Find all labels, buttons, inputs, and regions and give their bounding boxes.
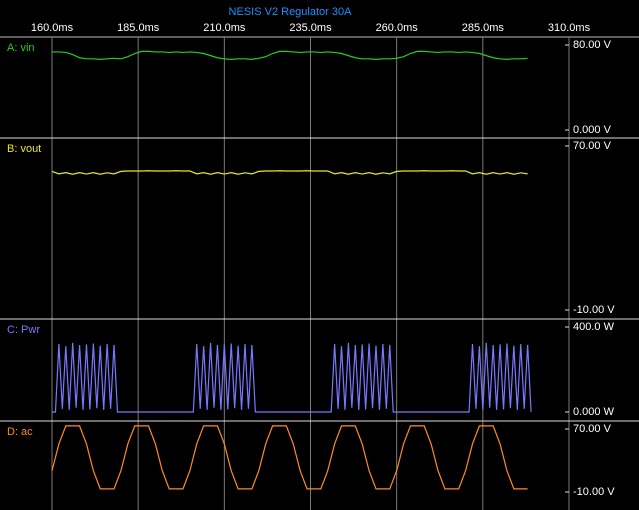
y-tick-label: 0.000 W [573, 406, 615, 418]
x-tick-label: 260.0ms [376, 22, 419, 34]
x-tick-label: 160.0ms [31, 22, 74, 34]
y-tick-label: -10.00 V [573, 304, 615, 316]
x-tick-label: 210.0ms [203, 22, 246, 34]
y-tick-label: 0.000 V [573, 124, 612, 136]
y-tick-label: 70.00 V [573, 423, 612, 435]
x-tick-label: 185.0ms [117, 22, 160, 34]
series-label: C: Pwr [7, 324, 40, 336]
series-line [52, 50, 528, 60]
window-title: NESIS V2 Regulator 30A [229, 6, 353, 18]
y-tick-label: -10.00 V [573, 486, 615, 498]
series-line [52, 342, 532, 413]
series-label: D: ac [7, 426, 33, 438]
series-label: A: vin [7, 42, 35, 54]
x-tick-label: 235.0ms [289, 22, 332, 34]
y-tick-label: 80.00 V [573, 39, 612, 51]
x-tick-label: 285.0ms [462, 22, 505, 34]
y-tick-label: 400.0 W [573, 321, 615, 333]
series-line [51, 425, 528, 490]
x-tick-label: 310.0ms [548, 22, 591, 34]
y-tick-label: 70.00 V [573, 140, 612, 152]
series-label: B: vout [7, 143, 41, 155]
series-line [51, 170, 528, 175]
